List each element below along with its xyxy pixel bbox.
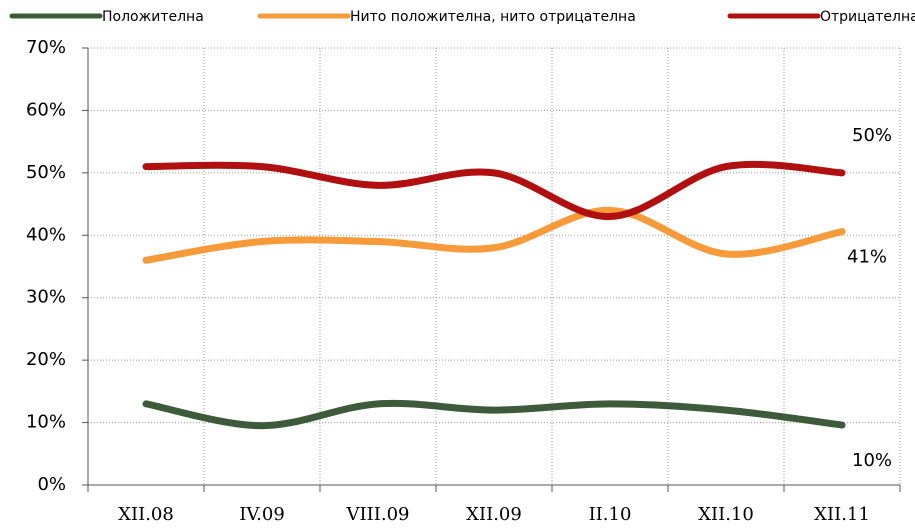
y-tick-label: 10% <box>26 412 66 433</box>
legend-label: Отрицателна <box>820 9 915 25</box>
y-tick-label: 0% <box>37 474 66 495</box>
y-tick-label: 50% <box>26 162 66 183</box>
x-tick-label: II.10 <box>589 504 632 525</box>
y-tick-label: 20% <box>26 349 66 370</box>
value-label: 41% <box>847 247 887 268</box>
x-tick-label: XII.11 <box>814 504 870 525</box>
y-tick-label: 70% <box>26 37 66 58</box>
series-line <box>142 206 846 264</box>
x-tick-label: XII.10 <box>698 504 754 525</box>
legend-label: Положителна <box>102 9 204 25</box>
series-line <box>142 160 846 221</box>
series-line <box>142 399 846 430</box>
value-label: 10% <box>852 450 892 471</box>
y-tick-label: 60% <box>26 99 66 120</box>
y-tick-label: 40% <box>26 224 66 245</box>
x-tick-label: XII.09 <box>466 504 522 525</box>
x-tick-label: VIII.09 <box>346 504 410 525</box>
legend-label: Нито положителна, нито отрицателна <box>350 9 636 25</box>
x-tick-label: IV.09 <box>239 504 285 525</box>
value-label: 50% <box>852 125 892 146</box>
x-tick-label: XII.08 <box>118 504 174 525</box>
y-tick-label: 30% <box>26 287 66 308</box>
